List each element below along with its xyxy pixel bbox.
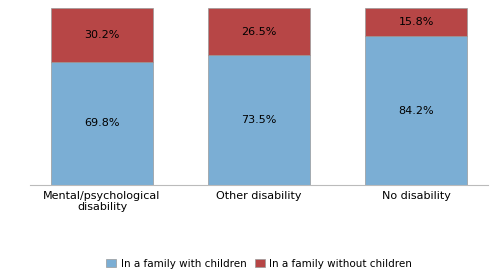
Bar [365, 36, 467, 185]
Bar [208, 55, 310, 185]
Text: 69.8%: 69.8% [85, 118, 120, 128]
Text: 26.5%: 26.5% [241, 27, 277, 37]
Bar [51, 8, 153, 61]
Text: 15.8%: 15.8% [398, 17, 434, 27]
Legend: In a family with children, In a family without children: In a family with children, In a family w… [103, 255, 415, 272]
Bar [51, 61, 153, 185]
Text: 73.5%: 73.5% [241, 115, 277, 125]
Text: 84.2%: 84.2% [398, 106, 434, 116]
Text: 30.2%: 30.2% [85, 30, 120, 40]
Bar [365, 8, 467, 36]
Bar [208, 8, 310, 55]
